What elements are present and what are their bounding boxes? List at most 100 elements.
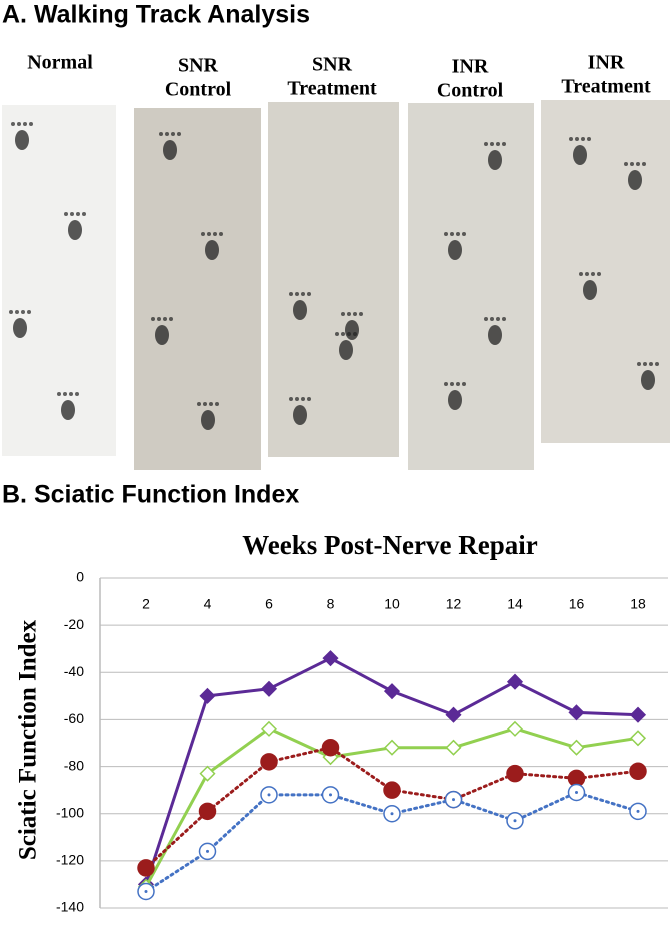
toe — [347, 332, 351, 336]
toe — [456, 382, 460, 386]
toe — [359, 312, 363, 316]
y-axis-label: Sciatic Function Index — [15, 619, 42, 860]
marker — [506, 764, 524, 783]
photos — [2, 100, 670, 470]
toe — [341, 332, 345, 336]
toe — [301, 397, 305, 401]
toe — [163, 317, 167, 321]
marker — [568, 704, 585, 721]
marker — [383, 739, 401, 756]
toe — [165, 132, 169, 136]
marker — [506, 673, 524, 690]
y-tick-label: -120 — [56, 852, 84, 868]
marker-dot — [575, 791, 578, 794]
toe — [347, 312, 351, 316]
toe — [215, 402, 219, 406]
photo — [134, 108, 261, 470]
y-tick-label: -140 — [56, 899, 84, 915]
toe — [177, 132, 181, 136]
toe — [490, 142, 494, 146]
toe — [636, 162, 640, 166]
x-tick-label: 2 — [142, 596, 150, 612]
toe — [307, 397, 311, 401]
marker — [260, 720, 278, 737]
footprint — [628, 170, 642, 190]
toe — [307, 292, 311, 296]
toe — [496, 142, 500, 146]
toe — [484, 142, 488, 146]
toe — [444, 382, 448, 386]
toe — [76, 212, 80, 216]
footprint — [339, 340, 353, 360]
toe — [496, 317, 500, 321]
toe — [581, 137, 585, 141]
toe — [169, 317, 173, 321]
footprint — [201, 410, 215, 430]
toe — [209, 402, 213, 406]
toe — [27, 310, 31, 314]
toe — [585, 272, 589, 276]
footprint — [61, 400, 75, 420]
marker — [445, 706, 462, 723]
toe — [456, 232, 460, 236]
marker-dot — [513, 819, 517, 823]
marker — [445, 739, 462, 756]
toe — [57, 392, 61, 396]
photo — [268, 102, 399, 457]
marker-dot — [452, 798, 455, 802]
toe — [450, 232, 454, 236]
marker — [199, 687, 216, 704]
marker — [199, 765, 216, 782]
toe — [289, 397, 293, 401]
toe — [649, 362, 653, 366]
marker-dot — [206, 849, 209, 853]
marker — [322, 650, 339, 667]
footprint — [448, 240, 462, 260]
footprint — [155, 325, 169, 345]
y-tick-label: -80 — [64, 757, 84, 773]
toe — [591, 272, 595, 276]
toe — [462, 382, 466, 386]
footprint — [163, 140, 177, 160]
toe — [444, 232, 448, 236]
y-tick-label: -100 — [56, 804, 84, 820]
column-label: Normal — [27, 52, 93, 74]
y-tick-label: -40 — [64, 663, 84, 679]
x-tick-label: 6 — [265, 596, 273, 612]
toe — [295, 397, 299, 401]
footprint — [573, 145, 587, 165]
marker-dot — [144, 890, 148, 893]
toe — [502, 317, 506, 321]
x-tick-label: 12 — [446, 596, 462, 612]
photo — [2, 105, 116, 456]
marker — [260, 680, 278, 697]
chart-title: Weeks Post-Nerve Repair — [242, 530, 537, 560]
photo — [408, 103, 534, 470]
x-tick-label: 18 — [630, 596, 646, 612]
marker — [568, 739, 585, 756]
marker — [506, 720, 524, 737]
toe — [353, 312, 357, 316]
marker — [383, 781, 401, 799]
toe — [171, 132, 175, 136]
toe — [201, 232, 205, 236]
toe — [23, 122, 27, 126]
marker — [198, 802, 217, 821]
column-label: SNR — [312, 54, 353, 76]
footprint — [15, 130, 29, 150]
toe — [462, 232, 466, 236]
y-tick-label: 0 — [76, 569, 84, 585]
column-label: Control — [165, 79, 232, 101]
toe — [575, 137, 579, 141]
toe — [630, 162, 634, 166]
toe — [335, 332, 339, 336]
marker — [137, 859, 155, 877]
toe — [484, 317, 488, 321]
footprint — [293, 300, 307, 320]
toe — [21, 310, 25, 314]
toe — [643, 362, 647, 366]
toe — [597, 272, 601, 276]
toe — [151, 317, 155, 321]
marker — [321, 738, 340, 757]
x-tick-label: 10 — [384, 596, 400, 612]
